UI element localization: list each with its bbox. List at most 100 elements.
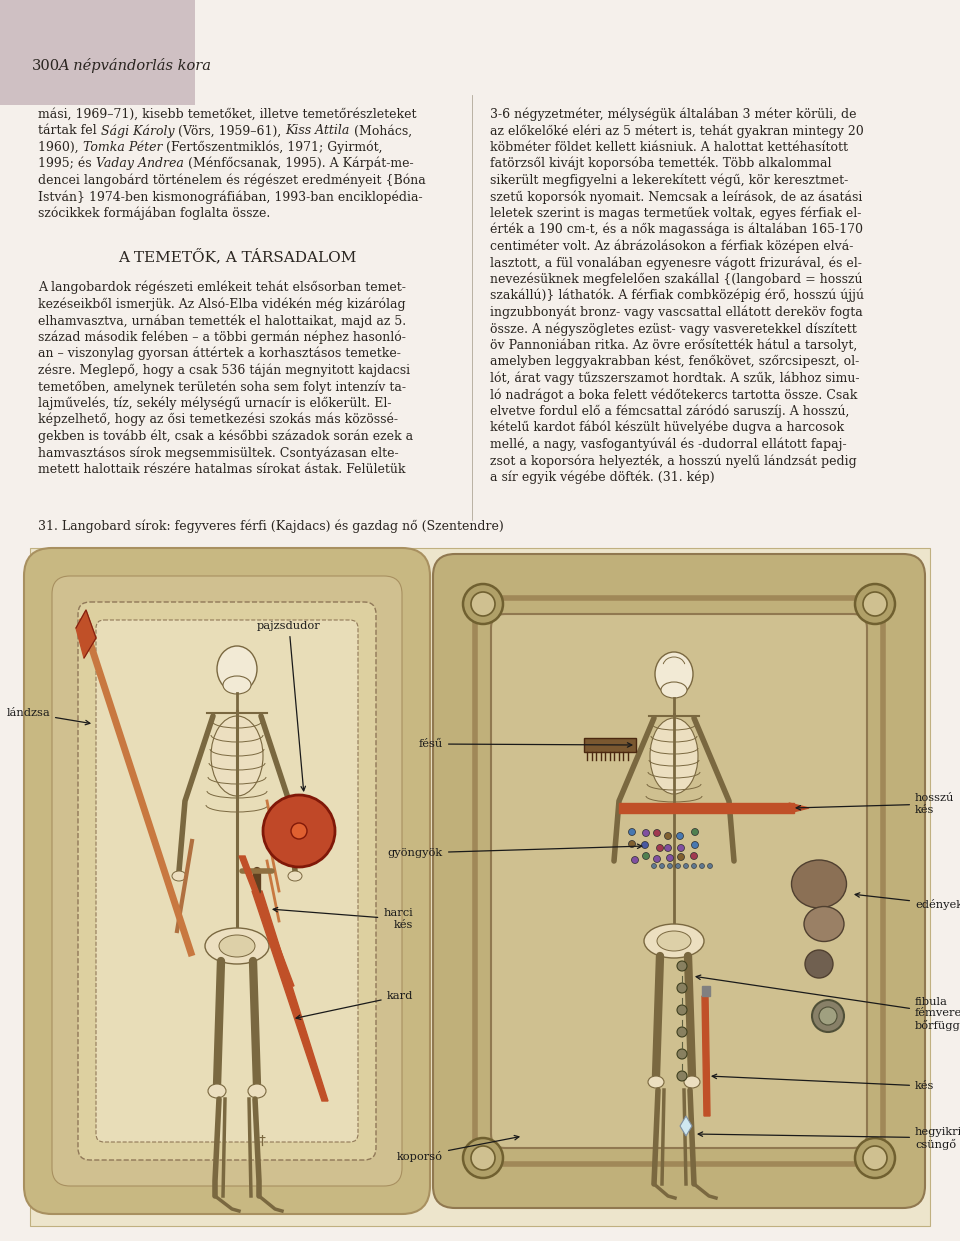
Text: A népvándorlás kora: A népvándorlás kora (58, 58, 211, 73)
Text: Vaday Andrea: Vaday Andrea (96, 158, 183, 170)
Text: A langobardok régészeti emlékeit tehát elsősorban temet-: A langobardok régészeti emlékeit tehát e… (38, 280, 406, 294)
Ellipse shape (471, 1145, 495, 1170)
Ellipse shape (657, 844, 663, 851)
Ellipse shape (677, 1005, 687, 1015)
Text: elhamvasztva, urnában temették el halottaikat, majd az 5.: elhamvasztva, urnában temették el halott… (38, 314, 406, 328)
Text: hegyikristály
csüngő: hegyikristály csüngő (698, 1126, 960, 1150)
Ellipse shape (288, 871, 302, 881)
Text: szakállú)} láthatók. A férfiak combközépig érő, hosszú újjú: szakállú)} láthatók. A férfiak combközép… (490, 289, 864, 303)
FancyBboxPatch shape (78, 602, 376, 1160)
Ellipse shape (172, 871, 186, 881)
Ellipse shape (700, 864, 705, 869)
Polygon shape (680, 1116, 692, 1136)
Bar (0, 0, 195, 105)
Text: (Fertőszentmiklós, 1971; Gyirmót,: (Fertőszentmiklós, 1971; Gyirmót, (162, 140, 383, 154)
FancyBboxPatch shape (52, 576, 402, 1186)
Ellipse shape (691, 864, 697, 869)
Text: †: † (258, 1134, 265, 1148)
Ellipse shape (655, 652, 693, 696)
Text: an – viszonylag gyorsan áttértek a korhasztásos temetke-: an – viszonylag gyorsan áttértek a korha… (38, 347, 401, 360)
Ellipse shape (677, 1028, 687, 1037)
Text: érték a 190 cm-t, és a nők magassága is általában 165-170: érték a 190 cm-t, és a nők magassága is … (490, 223, 863, 237)
Text: 1960),: 1960), (38, 141, 83, 154)
Text: köbméter földet kellett kiásniuk. A halottat kettéhasított: köbméter földet kellett kiásniuk. A halo… (490, 141, 848, 154)
Text: (Mohács,: (Mohács, (349, 124, 412, 138)
Text: amelyben leggyakrabban kést, fenőkövet, szőrcsipeszt, ol-: amelyben leggyakrabban kést, fenőkövet, … (490, 355, 859, 369)
Ellipse shape (652, 864, 657, 869)
Text: szetű koporsók nyomait. Nemcsak a leírások, de az ásatási: szetű koporsók nyomait. Nemcsak a leírás… (490, 190, 862, 204)
Ellipse shape (248, 1083, 266, 1098)
Ellipse shape (677, 961, 687, 970)
Ellipse shape (211, 716, 263, 795)
Bar (30, 549, 930, 1226)
Text: gekben is tovább élt, csak a későbbi századok során ezek a: gekben is tovább élt, csak a későbbi szá… (38, 429, 413, 443)
FancyBboxPatch shape (24, 549, 430, 1214)
Text: elvetve fordul elő a fémcsattal záródó saruszíj. A hosszú,: elvetve fordul elő a fémcsattal záródó s… (490, 405, 850, 418)
Text: gyöngyök: gyöngyök (388, 844, 642, 858)
Ellipse shape (855, 1138, 895, 1178)
Text: harci
kés: harci kés (274, 907, 413, 930)
Text: zésre. Meglepő, hogy a csak 536 táján megnyitott kajdacsi: zésre. Meglepő, hogy a csak 536 táján me… (38, 364, 410, 377)
Text: edények: edények (855, 892, 960, 910)
Text: 300: 300 (32, 60, 60, 73)
Ellipse shape (677, 1071, 687, 1081)
Text: kezéseikből ismerjük. Az Alsó-Elba vidékén még kizárólag: kezéseikből ismerjük. Az Alsó-Elba vidék… (38, 298, 406, 311)
Text: össze. A négyszögletes ezüst- vagy vasveretekkel díszített: össze. A négyszögletes ezüst- vagy vasve… (490, 321, 856, 335)
Text: lándzsa: lándzsa (7, 709, 90, 725)
Ellipse shape (677, 1049, 687, 1059)
Text: szócikkek formájában foglalta össze.: szócikkek formájában foglalta össze. (38, 206, 271, 220)
FancyBboxPatch shape (96, 620, 358, 1142)
Polygon shape (239, 856, 294, 987)
Ellipse shape (684, 1076, 700, 1088)
Ellipse shape (629, 840, 636, 848)
Text: fatörzsől kivájt koporsóba temették. Több alkalommal: fatörzsől kivájt koporsóba temették. Töb… (490, 158, 831, 170)
Ellipse shape (708, 864, 712, 869)
Ellipse shape (660, 864, 664, 869)
Text: metett halottaik részére hatalmas sírokat ástak. Felületük: metett halottaik részére hatalmas síroka… (38, 463, 405, 477)
Ellipse shape (471, 592, 495, 616)
Ellipse shape (678, 854, 684, 860)
Text: nevezésüknek megfelelően szakállal {(langobard = hosszú: nevezésüknek megfelelően szakállal {(lan… (490, 273, 862, 285)
Polygon shape (702, 987, 710, 997)
Text: öv Pannoniában ritka. Az övre erősítették hátul a tarsolyt,: öv Pannoniában ritka. Az övre erősítetté… (490, 339, 857, 352)
Ellipse shape (641, 841, 649, 849)
Ellipse shape (678, 844, 684, 851)
Text: kard: kard (296, 992, 413, 1019)
Text: Kiss Attila: Kiss Attila (285, 124, 349, 138)
Ellipse shape (642, 829, 650, 836)
Text: 31. Langobard sírok: fegyveres férfi (Kajdacs) és gazdag nő (Szentendre): 31. Langobard sírok: fegyveres férfi (Ka… (38, 520, 504, 532)
Text: pajzsdudor: pajzsdudor (257, 620, 321, 791)
Ellipse shape (691, 829, 699, 835)
Text: (Vörs, 1959–61),: (Vörs, 1959–61), (175, 124, 285, 138)
Ellipse shape (804, 906, 844, 942)
Text: Tomka Péter: Tomka Péter (83, 141, 162, 154)
Ellipse shape (690, 853, 698, 860)
Ellipse shape (291, 823, 307, 839)
Text: mellé, a nagy, vasfogantyúvál és -dudorral ellátott fapaj-: mellé, a nagy, vasfogantyúvál és -dudorr… (490, 438, 847, 450)
Text: lasztott, a fül vonalában egyenesre vágott frizurával, és el-: lasztott, a fül vonalában egyenesre vágo… (490, 256, 862, 269)
Ellipse shape (463, 585, 503, 624)
Ellipse shape (676, 864, 681, 869)
Ellipse shape (805, 951, 833, 978)
Text: lót, árat vagy tűzszerszamot hordtak. A szűk, lábhoz simu-: lót, árat vagy tűzszerszamot hordtak. A … (490, 371, 859, 385)
Ellipse shape (684, 864, 688, 869)
Text: hosszú
kés: hosszú kés (796, 793, 954, 815)
Text: a sír egyik végébe döfték. (31. kép): a sír egyik végébe döfték. (31. kép) (490, 470, 714, 484)
Text: 3-6 négyzetméter, mélységük általában 3 méter körüli, de: 3-6 négyzetméter, mélységük általában 3 … (490, 108, 856, 122)
Text: dencei langobárd történelem és régészet eredményeit {Bóna: dencei langobárd történelem és régészet … (38, 174, 425, 187)
Ellipse shape (219, 934, 255, 957)
Ellipse shape (677, 983, 687, 993)
Text: tártak fel: tártak fel (38, 124, 101, 138)
Ellipse shape (205, 928, 269, 964)
Polygon shape (619, 803, 794, 813)
Polygon shape (76, 611, 96, 658)
Ellipse shape (812, 1000, 844, 1033)
Polygon shape (252, 891, 328, 1101)
Ellipse shape (855, 585, 895, 624)
Text: temetőben, amelynek területén soha sem folyt intenzív ta-: temetőben, amelynek területén soha sem f… (38, 380, 406, 393)
Ellipse shape (664, 844, 671, 851)
Ellipse shape (863, 1145, 887, 1170)
Text: század második felében – a többi germán néphez hasonló-: század második felében – a többi germán … (38, 330, 406, 344)
FancyBboxPatch shape (433, 553, 925, 1207)
Bar (584, 738, 636, 752)
